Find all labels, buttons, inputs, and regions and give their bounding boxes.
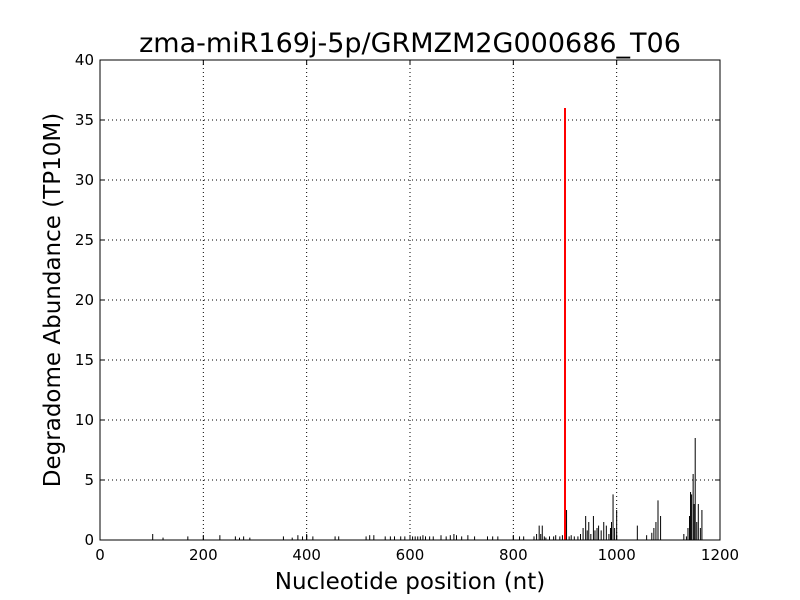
y-tick-label: 20 [75,291,94,309]
y-tick-label: 30 [75,171,94,189]
y-tick-label: 5 [84,471,94,489]
x-tick-label: 400 [292,546,321,564]
series-bars [152,438,703,540]
x-tick-label: 800 [499,546,528,564]
y-tick-label: 40 [75,51,94,69]
y-tick-label: 15 [75,351,94,369]
y-tick-label: 35 [75,111,94,129]
y-tick-label: 25 [75,231,94,249]
x-axis-label: Nucleotide position (nt) [275,569,545,595]
x-tick-label: 1000 [598,546,636,564]
x-tick-label: 600 [396,546,425,564]
grid [100,60,720,540]
y-tick-label: 0 [84,531,94,549]
y-tick-label: 10 [75,411,94,429]
y-axis: 0 5 10 15 20 25 30 35 40 [75,51,720,549]
x-tick-label: 1200 [701,546,739,564]
y-axis-label: Degradome Abundance (TP10M) [40,113,66,487]
chart-title: zma-miR169j-5p/GRMZM2G000686_T06 [139,28,681,59]
x-tick-label: 200 [189,546,218,564]
x-tick-label: 0 [95,546,105,564]
x-axis: 0 200 400 600 800 1000 1200 [95,60,739,564]
